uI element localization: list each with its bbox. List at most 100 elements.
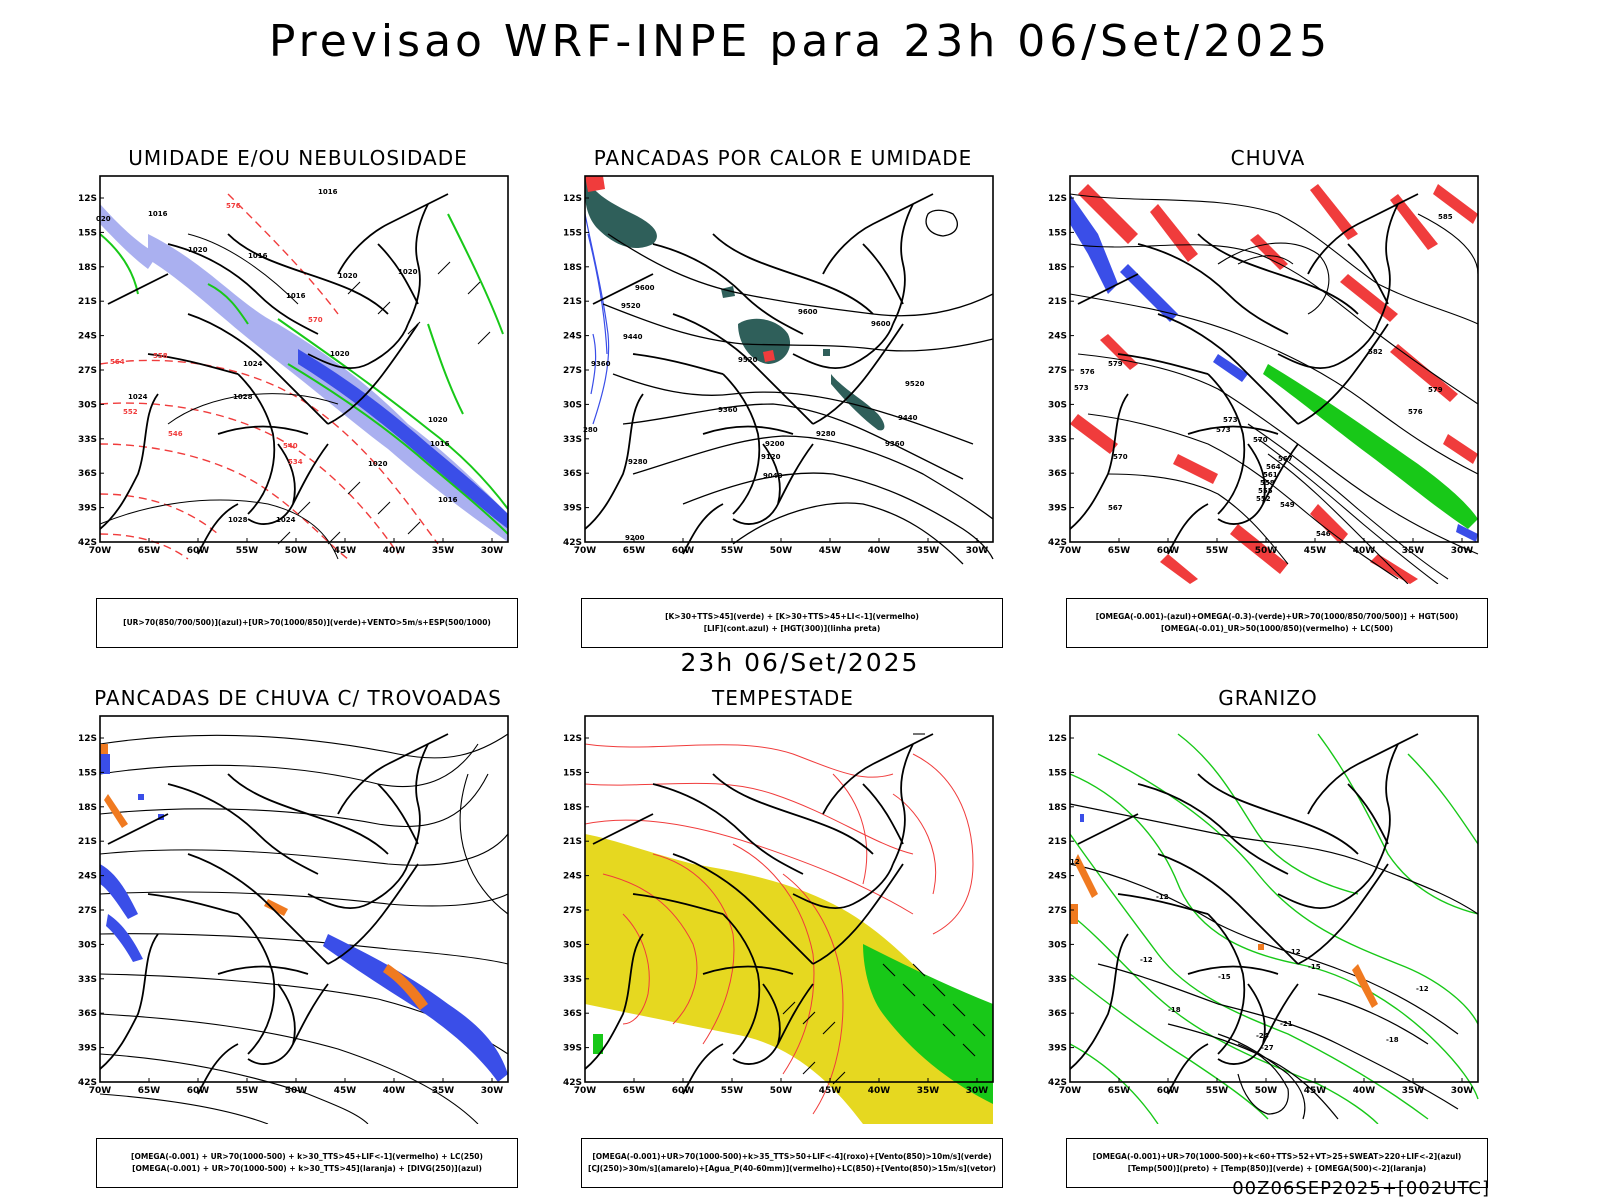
- omega-orange: [1070, 854, 1378, 1008]
- lon-tick-label: 30W: [481, 546, 504, 556]
- panel-title: PANCADAS POR CALOR E UMIDADE: [593, 146, 973, 170]
- lon-tick-label: 55W: [1206, 546, 1229, 556]
- svg-text:558: 558: [153, 352, 168, 360]
- svg-text:555: 555: [1258, 487, 1273, 495]
- panel-title: UMIDADE E/OU NEBULOSIDADE: [128, 146, 468, 170]
- lon-tick-label: 50W: [1255, 1086, 1278, 1096]
- panel-legend: [OMEGA(-0.001)-(azul)+OMEGA(-0.3)-(verde…: [1066, 598, 1488, 648]
- lat-tick-label: 33S: [78, 435, 97, 445]
- svg-text:-24: -24: [1256, 1032, 1269, 1040]
- panel-title: GRANIZO: [1218, 686, 1318, 710]
- lat-tick-label: 42S: [563, 538, 582, 548]
- svg-text:-12: -12: [1416, 985, 1429, 993]
- lon-tick-label: 60W: [672, 546, 695, 556]
- lat-tick-label: 12S: [78, 734, 97, 744]
- svg-text:9040: 9040: [763, 472, 783, 480]
- svg-text:-18: -18: [1386, 1036, 1399, 1044]
- lon-tick-label: 60W: [1157, 1086, 1180, 1096]
- lat-tick-label: 39S: [78, 1044, 97, 1054]
- lat-tick-label: 12S: [78, 194, 97, 204]
- lon-tick-label: 65W: [623, 546, 646, 556]
- svg-text:552: 552: [123, 408, 138, 416]
- svg-text:1016: 1016: [318, 188, 338, 196]
- lat-tick-label: 15S: [1048, 228, 1067, 238]
- svg-text:9360: 9360: [885, 440, 905, 448]
- storm-orange: [100, 744, 428, 1010]
- lat-tick-label: 33S: [1048, 975, 1067, 985]
- lat-tick-label: 21S: [1048, 837, 1067, 847]
- lat-tick-label: 18S: [78, 263, 97, 273]
- svg-text:9440: 9440: [898, 414, 918, 422]
- svg-text:-12: -12: [1140, 956, 1153, 964]
- svg-text:570: 570: [1253, 436, 1268, 444]
- lon-tick-label: 50W: [285, 546, 308, 556]
- svg-text:9440: 9440: [623, 333, 643, 341]
- lon-tick-label: 35W: [432, 546, 455, 556]
- panel-trovoadas: PANCADAS DE CHUVA C/ TROVOADAS: [48, 686, 548, 1188]
- svg-text:579: 579: [1108, 360, 1123, 368]
- contour-labels: 585 582 579 576 573 570 567 564 561 558 …: [1074, 213, 1453, 538]
- lon-tick-label: 55W: [721, 1086, 744, 1096]
- svg-text:9520: 9520: [905, 380, 925, 388]
- svg-text:564: 564: [110, 358, 125, 366]
- lat-tick-label: 12S: [563, 194, 582, 204]
- panel-granizo: GRANIZO: [1018, 686, 1518, 1188]
- wind-vectors: [782, 733, 986, 1085]
- lat-tick-label: 15S: [563, 228, 582, 238]
- panel-title: CHUVA: [1230, 146, 1306, 170]
- lon-tick-label: 65W: [138, 546, 161, 556]
- panel-title: TEMPESTADE: [712, 686, 854, 710]
- run-timestamp: 00Z06SEP2025+[002UTC]: [1232, 1178, 1490, 1199]
- middle-date: 23h 06/Set/2025: [680, 648, 920, 677]
- lat-tick-label: 18S: [78, 803, 97, 813]
- lon-tick-label: 55W: [721, 546, 744, 556]
- lon-tick-label: 35W: [1402, 546, 1425, 556]
- instability-shading: [585, 176, 885, 431]
- lon-tick-label: 70W: [1059, 546, 1082, 556]
- svg-text:-15: -15: [1218, 973, 1231, 981]
- svg-text:576: 576: [1080, 368, 1095, 376]
- lat-tick-label: 39S: [78, 504, 97, 514]
- panel-title: PANCADAS DE CHUVA C/ TROVOADAS: [94, 686, 502, 710]
- lat-tick-label: 27S: [563, 366, 582, 376]
- lon-tick-label: 40W: [868, 1086, 891, 1096]
- lat-tick-label: 24S: [563, 872, 582, 882]
- svg-text:1020: 1020: [330, 350, 350, 358]
- lat-tick-label: 21S: [78, 297, 97, 307]
- svg-text:552: 552: [1256, 495, 1271, 503]
- lon-tick-label: 60W: [672, 1086, 695, 1096]
- svg-text:546: 546: [168, 430, 183, 438]
- svg-text:576: 576: [1408, 408, 1423, 416]
- svg-text:9360: 9360: [718, 406, 738, 414]
- map-umidade: 1016 1016 1020 1016 1020 1020 1016 1020 …: [78, 175, 509, 560]
- lat-tick-label: 15S: [563, 768, 582, 778]
- hail-blue: [1080, 814, 1084, 822]
- svg-text:1028: 1028: [228, 516, 248, 524]
- lon-tick-label: 50W: [285, 1086, 308, 1096]
- lat-tick-label: 36S: [1048, 1009, 1067, 1019]
- lon-tick-label: 40W: [1353, 1086, 1376, 1096]
- lat-tick-label: 33S: [1048, 435, 1067, 445]
- lat-tick-label: 36S: [563, 1009, 582, 1019]
- svg-text:546: 546: [1316, 530, 1331, 538]
- lat-tick-label: 27S: [78, 366, 97, 376]
- lon-tick-label: 50W: [770, 1086, 793, 1096]
- lon-tick-label: 70W: [574, 546, 597, 556]
- svg-text:9520: 9520: [621, 302, 641, 310]
- lat-tick-label: 27S: [1048, 366, 1067, 376]
- svg-text:540: 540: [283, 442, 298, 450]
- lat-tick-label: 18S: [1048, 803, 1067, 813]
- lon-tick-label: 55W: [236, 546, 259, 556]
- wind-green: [593, 944, 993, 1104]
- svg-text:567: 567: [1278, 455, 1293, 463]
- svg-text:1016: 1016: [438, 496, 458, 504]
- page-title: Previsao WRF-INPE para 23h 06/Set/2025: [268, 16, 1332, 67]
- svg-text:573: 573: [1074, 384, 1089, 392]
- svg-text:579: 579: [1428, 386, 1443, 394]
- lon-tick-label: 70W: [574, 1086, 597, 1096]
- lon-tick-label: 30W: [966, 1086, 989, 1096]
- lon-tick-label: 45W: [819, 546, 842, 556]
- contour-labels: 1016 1016 1020 1016 1020 1020 1016 1020 …: [96, 188, 458, 524]
- lon-tick-label: 50W: [770, 546, 793, 556]
- wind-vectors: [277, 261, 491, 545]
